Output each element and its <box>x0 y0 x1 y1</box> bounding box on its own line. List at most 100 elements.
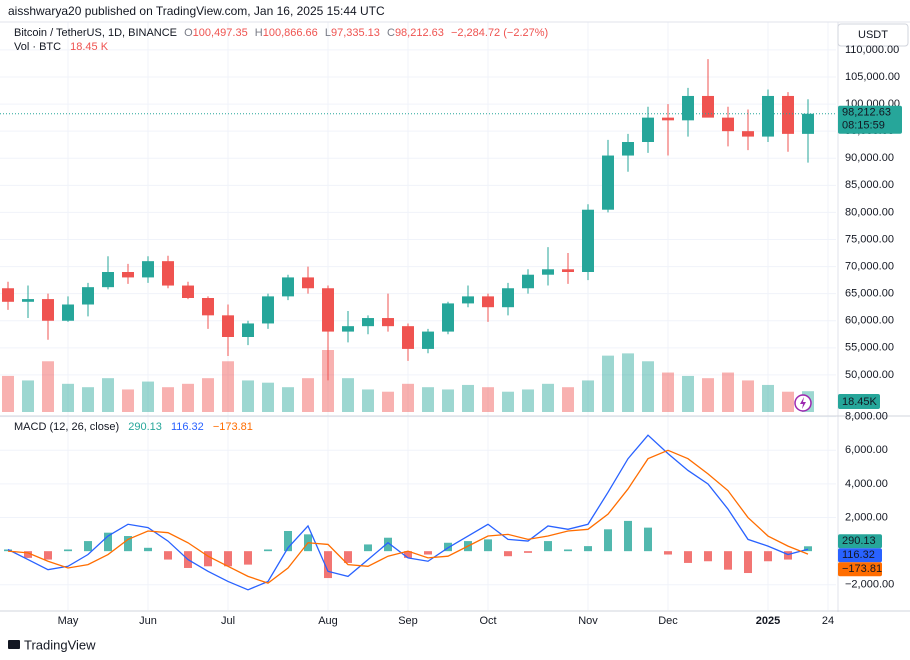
volume-bar <box>722 372 734 412</box>
candle-body <box>602 155 614 210</box>
symbol-title: Bitcoin / TetherUS, 1D, BINANCE <box>14 27 177 39</box>
currency-label[interactable]: USDT <box>858 29 888 41</box>
y-tick-label: 6,000.00 <box>845 444 888 456</box>
value-badge-label: −173.81 <box>842 563 882 575</box>
histogram-bar <box>684 551 692 563</box>
candle-body <box>62 304 74 321</box>
volume-bar <box>282 387 294 412</box>
countdown-label: 08:15:59 <box>842 120 885 132</box>
brand-logo: TradingView <box>8 637 96 652</box>
candle-body <box>102 272 114 288</box>
candle-body <box>282 277 294 297</box>
candle-body <box>622 142 634 156</box>
candle-body <box>222 315 234 337</box>
volume-bar <box>382 391 394 412</box>
candle-body <box>662 117 674 121</box>
histogram-bar <box>524 551 532 553</box>
candle-body <box>262 296 274 324</box>
volume-badge-label: 18.45K <box>842 396 878 408</box>
value-badge <box>838 534 882 549</box>
price-legend: Bitcoin / TetherUS, 1D, BINANCE O100,497… <box>14 27 548 39</box>
volume-bar <box>502 391 514 412</box>
candle-body <box>522 274 534 289</box>
x-tick-label: Jul <box>221 615 235 627</box>
x-tick-label: May <box>58 615 79 627</box>
candle-body <box>22 299 34 302</box>
volume-bar <box>622 353 634 412</box>
y-tick-label: 60,000.00 <box>845 315 894 327</box>
volume-bar <box>242 380 254 412</box>
legend-key: C <box>387 27 395 39</box>
legend-key: O <box>184 27 193 39</box>
legend-change: −2,284.72 (−2.27%) <box>451 27 548 39</box>
last-price-badge <box>838 105 902 134</box>
y-tick-label: 2,000.00 <box>845 511 888 523</box>
volume-bar <box>642 361 654 412</box>
volume-bar <box>462 384 474 412</box>
histogram-bar <box>584 546 592 552</box>
volume-bar <box>442 389 454 412</box>
y-tick-label: 8,000.00 <box>845 411 888 423</box>
histogram-bar <box>104 532 112 552</box>
candle-body <box>342 326 354 332</box>
histogram-bar <box>124 536 132 552</box>
histogram-bar <box>84 541 92 552</box>
histogram-bar <box>284 530 292 552</box>
volume-bar <box>422 387 434 412</box>
volume-bar <box>202 378 214 412</box>
histogram-bar <box>444 542 452 552</box>
macd-hist-value: 290.13 <box>128 421 162 433</box>
volume-bar <box>182 383 194 412</box>
y-tick-label: 105,000.00 <box>845 71 900 83</box>
legend-value: 97,335.13 <box>331 27 380 39</box>
candle-body <box>482 296 494 308</box>
histogram-bar <box>484 539 492 552</box>
brand-name: TradingView <box>24 637 96 652</box>
candle-body <box>762 95 774 137</box>
volume-bar <box>662 372 674 412</box>
candle-body <box>802 113 814 134</box>
currency-button[interactable] <box>837 23 909 47</box>
candle-body <box>582 209 594 272</box>
candle-body <box>542 269 554 275</box>
histogram-bar <box>364 544 372 552</box>
volume-bar <box>62 383 74 412</box>
histogram-bar <box>244 551 252 565</box>
x-tick-label: Oct <box>479 615 496 627</box>
y-tick-label: 75,000.00 <box>845 233 894 245</box>
x-tick-label: Nov <box>578 615 598 627</box>
volume-title: Vol · BTC <box>14 41 61 53</box>
x-tick-label: Aug <box>318 615 338 627</box>
volume-bar <box>342 378 354 412</box>
volume-bar <box>162 387 174 412</box>
candle-body <box>362 318 374 327</box>
x-tick-label: Jun <box>139 615 157 627</box>
histogram-bar <box>4 549 12 552</box>
y-tick-label: 65,000.00 <box>845 288 894 300</box>
volume-bar <box>142 381 154 412</box>
histogram-bar <box>804 546 812 552</box>
macd-legend: MACD (12, 26, close) 290.13 116.32 −173.… <box>14 421 253 433</box>
y-tick-label: 50,000.00 <box>845 369 894 381</box>
histogram-bar <box>504 551 512 557</box>
candle-body <box>722 117 734 132</box>
volume-bar <box>82 387 94 412</box>
legend-key: H <box>255 27 263 39</box>
candle-body <box>202 298 214 316</box>
histogram-bar <box>624 520 632 552</box>
volume-bar <box>482 387 494 412</box>
x-tick-label: Dec <box>658 615 678 627</box>
candle-body <box>462 296 474 304</box>
candle-body <box>702 95 714 118</box>
macd-title: MACD (12, 26, close) <box>14 421 119 433</box>
value-badge-label: 290.13 <box>842 535 876 547</box>
histogram-bar <box>324 551 332 579</box>
volume-bar <box>782 391 794 412</box>
candle-body <box>162 261 174 286</box>
candle-body <box>302 277 314 289</box>
volume-bar <box>322 350 334 412</box>
volume-bar <box>702 378 714 412</box>
histogram-bar <box>44 551 52 560</box>
